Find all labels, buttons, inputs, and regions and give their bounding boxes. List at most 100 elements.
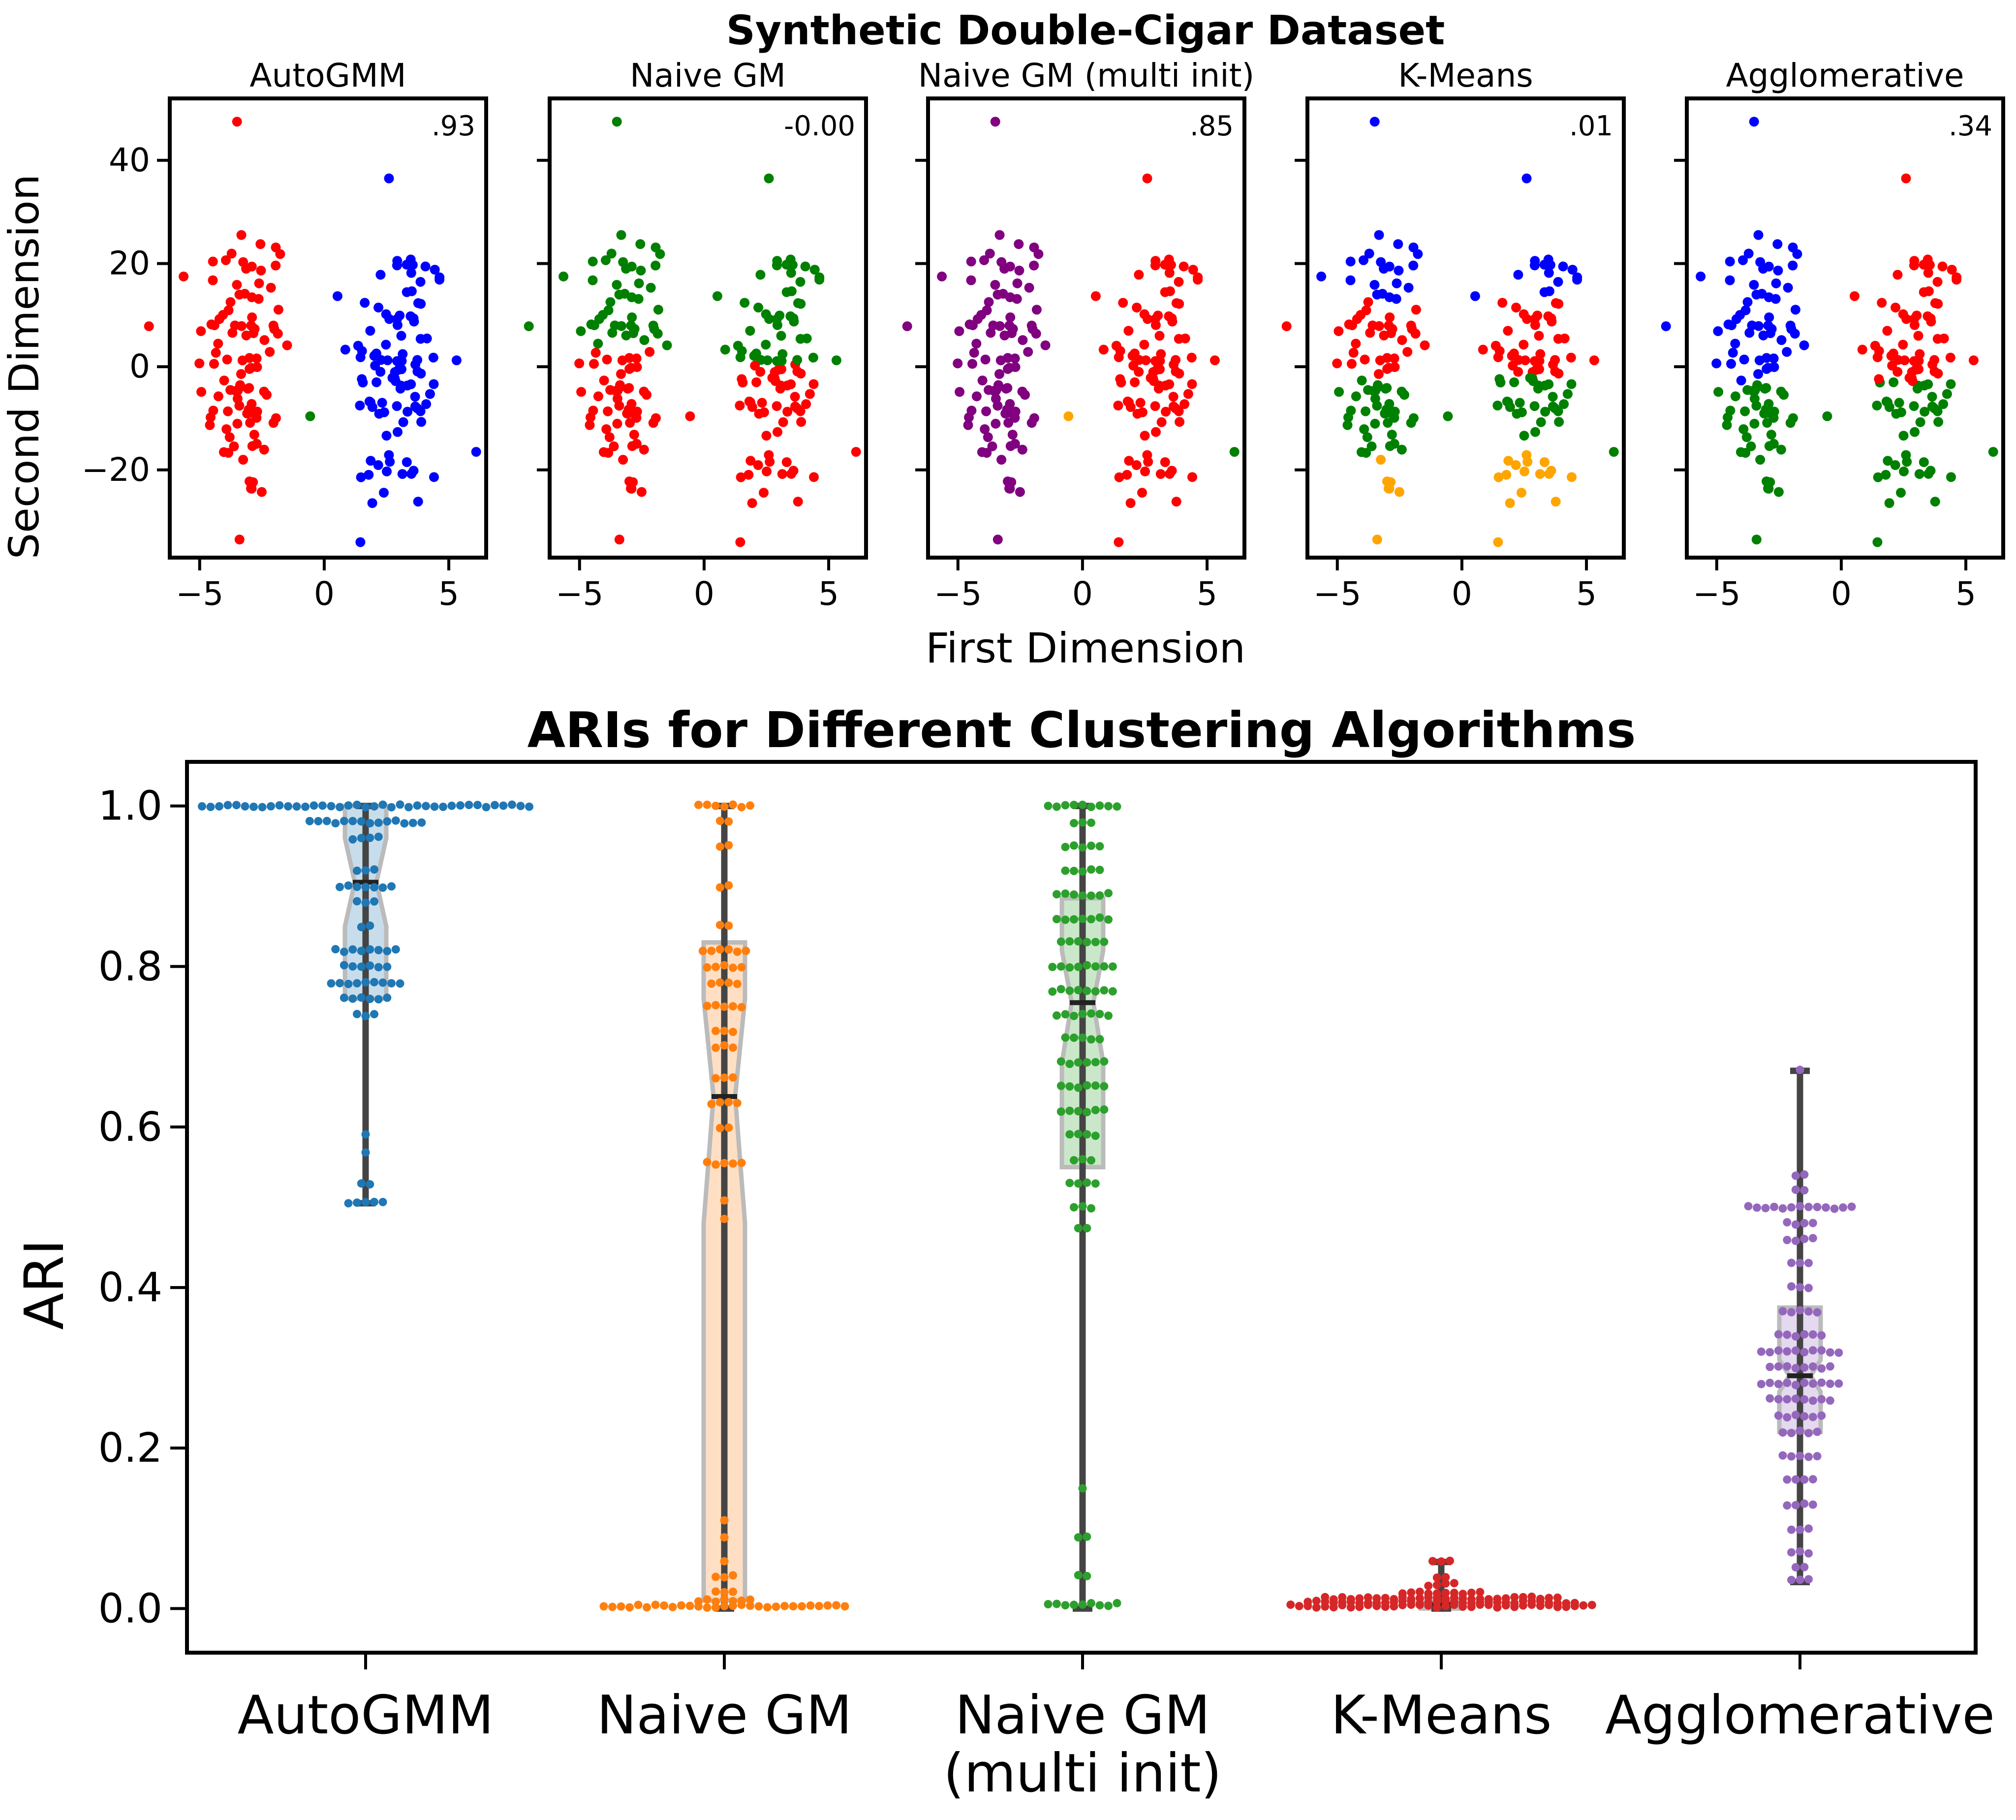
data-point <box>764 450 774 460</box>
swarm-point <box>1796 1258 1804 1267</box>
data-point <box>1952 275 1962 285</box>
data-point <box>1751 401 1762 411</box>
swarm-point <box>1817 1346 1826 1355</box>
data-point <box>776 331 786 341</box>
data-point <box>736 472 746 482</box>
data-point <box>851 447 861 457</box>
data-point <box>1553 406 1563 416</box>
swarm-point <box>1095 913 1104 922</box>
data-point <box>1142 173 1152 184</box>
swarm-point <box>1424 1601 1433 1610</box>
data-point <box>1901 450 1911 460</box>
swarm-point <box>1783 1362 1792 1371</box>
x-tick-label: −5 <box>556 575 603 613</box>
data-point <box>639 386 649 397</box>
data-point <box>393 427 403 437</box>
data-point <box>1746 441 1756 451</box>
data-point <box>745 326 755 336</box>
swarm-points <box>1044 800 1121 1610</box>
swarm-point <box>1467 1602 1476 1611</box>
swarm-point <box>1808 1219 1817 1227</box>
swarm-point <box>1070 819 1078 827</box>
data-point <box>1505 498 1515 508</box>
data-point <box>1090 291 1101 301</box>
data-point <box>1155 469 1166 479</box>
swarm-point <box>1778 1307 1787 1316</box>
data-point <box>372 377 382 387</box>
swarm-point <box>1390 1602 1398 1611</box>
data-point <box>420 261 431 272</box>
data-point <box>1503 397 1513 408</box>
swarm-point <box>357 834 366 843</box>
data-point <box>196 326 206 336</box>
swarm-point <box>1536 1601 1545 1610</box>
data-point <box>1559 333 1570 344</box>
data-point <box>1763 483 1773 494</box>
data-point <box>402 287 412 297</box>
data-point <box>1891 302 1901 313</box>
swarm-point <box>1579 1601 1588 1610</box>
swarm-point <box>361 1148 370 1157</box>
data-point <box>616 369 626 379</box>
data-point <box>1755 455 1766 465</box>
data-point <box>1753 369 1763 379</box>
data-point <box>1179 261 1189 272</box>
data-point <box>994 321 1005 331</box>
data-point <box>416 369 426 379</box>
data-point <box>429 472 439 482</box>
data-point <box>254 278 264 288</box>
data-point <box>1351 391 1361 402</box>
data-point <box>416 299 426 309</box>
data-point <box>1898 309 1908 319</box>
data-point <box>648 418 658 428</box>
swarm-point <box>1044 802 1053 810</box>
swarm-point <box>370 883 378 892</box>
data-point <box>1113 401 1123 410</box>
data-point <box>1894 398 1904 408</box>
swarm-point <box>1321 1602 1330 1611</box>
data-point <box>1768 353 1779 364</box>
data-point <box>1884 498 1894 508</box>
data-point <box>629 324 640 334</box>
data-point <box>983 432 993 442</box>
swarm-point <box>1834 1379 1843 1388</box>
swarm-point <box>465 801 473 809</box>
data-point <box>745 456 756 466</box>
data-point <box>976 310 987 320</box>
swarm-point <box>422 802 430 811</box>
data-point <box>1210 355 1220 366</box>
data-point <box>793 497 803 507</box>
swarm-point <box>232 801 241 810</box>
data-point <box>685 411 695 421</box>
data-point <box>1909 401 1919 411</box>
swarm-point <box>1800 1186 1809 1194</box>
data-point <box>1135 398 1146 408</box>
ari-annotation: .34 <box>1949 110 1992 142</box>
y-tick-label: 0.2 <box>98 1425 162 1472</box>
swarm-point <box>1070 801 1078 809</box>
swarm-point <box>1791 1364 1800 1373</box>
swarm-point <box>1774 1395 1783 1404</box>
swarm-point <box>1808 1412 1817 1421</box>
swarm-point <box>780 1601 789 1610</box>
swarm-point <box>1065 986 1074 995</box>
data-point <box>1519 431 1529 441</box>
swarm-point <box>1796 1575 1804 1584</box>
data-point <box>1609 447 1619 457</box>
data-point <box>1134 270 1144 280</box>
data-point <box>631 353 642 364</box>
ari-annotation: -0.00 <box>784 110 855 142</box>
swarm-point <box>1800 1475 1809 1484</box>
data-point <box>1031 329 1041 339</box>
swarm-point <box>1091 938 1100 946</box>
swarm-point <box>1826 1396 1834 1405</box>
swarm-point <box>408 818 417 827</box>
swarm-point <box>378 800 387 809</box>
data-point <box>593 339 603 349</box>
data-point <box>1374 369 1384 379</box>
swarm-point <box>1791 1220 1800 1229</box>
data-point <box>805 389 815 399</box>
data-point <box>1014 239 1024 249</box>
swarm-point <box>1766 1394 1774 1403</box>
data-point <box>1530 427 1540 437</box>
